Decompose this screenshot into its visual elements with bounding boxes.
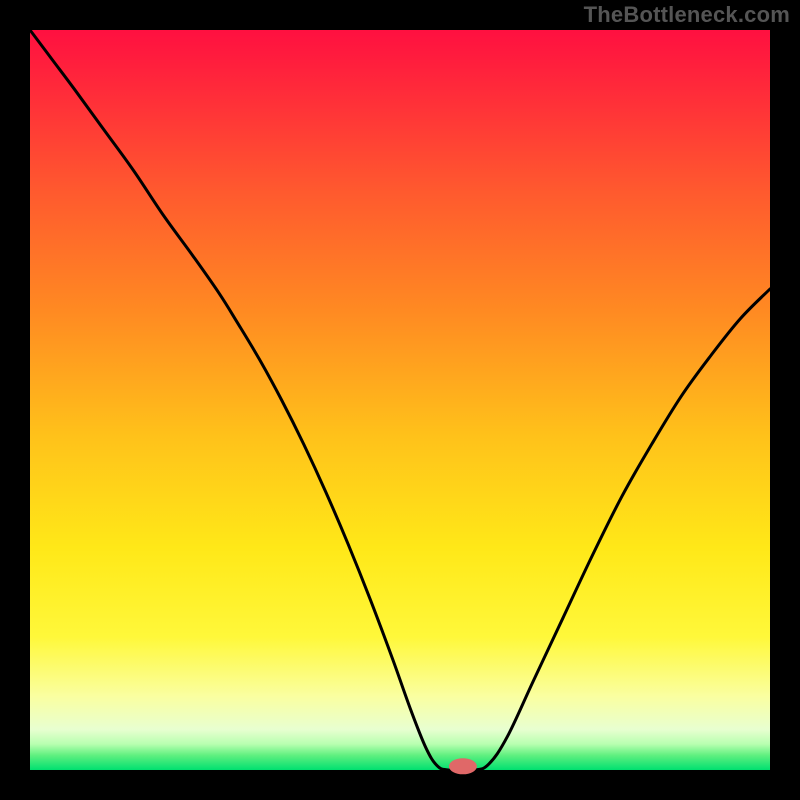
watermark-text: TheBottleneck.com bbox=[584, 2, 790, 28]
bottleneck-chart bbox=[0, 0, 800, 800]
chart-stage: TheBottleneck.com bbox=[0, 0, 800, 800]
optimum-marker bbox=[449, 758, 477, 774]
plot-background bbox=[30, 30, 770, 770]
